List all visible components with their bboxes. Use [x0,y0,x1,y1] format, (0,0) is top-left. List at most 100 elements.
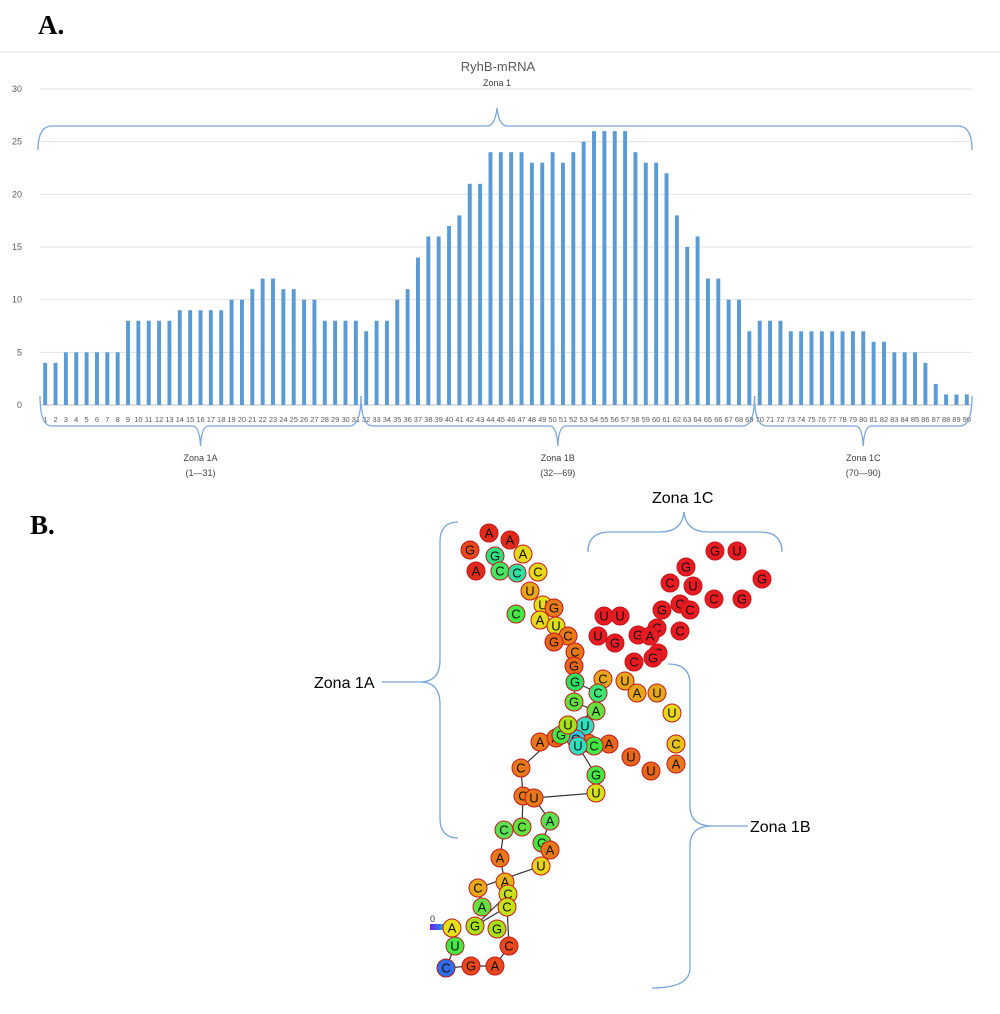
nucleotide-base: U [551,619,560,634]
nucleotide: G [652,600,672,620]
nucleotide: C [512,817,532,837]
nucleotide-circle [624,652,644,672]
nucleotide-base: U [626,750,635,765]
nucleotide-base: A [536,735,545,750]
nucleotide-circle [568,736,588,756]
bar [281,289,286,405]
bar [871,341,876,405]
nucleotide-base: U [620,674,629,689]
x-tick-label: 83 [890,415,898,424]
nucleotide-circle [472,897,492,917]
nucleotide: G [564,656,584,676]
x-tick-label: 22 [258,415,266,424]
nucleotide: U [568,736,588,756]
nucleotide-circle [487,919,507,939]
nucleotide-circle [500,530,520,550]
nucleotide: C [507,563,527,583]
nucleotide-circle [558,715,578,735]
x-tick-label: 79 [849,415,857,424]
x-tick-label: 86 [921,415,929,424]
bar [685,247,690,405]
nucleotide-base: C [504,939,513,954]
x-tick-label: 38 [424,415,432,424]
x-tick-label: 67 [724,415,732,424]
nucleotide-base: A [485,526,494,541]
x-tick-label: 46 [507,415,515,424]
nucleotide-circle [466,561,486,581]
nucleotide-circle [666,734,686,754]
bar [581,141,586,405]
nucleotide: C [584,736,604,756]
nucleotide-circle [497,897,517,917]
bar [426,236,431,405]
nucleotide: A [466,561,486,581]
nucleotide-circle [643,648,663,668]
nucleotide-base: U [599,609,608,624]
bar [633,152,638,405]
x-tick-label: 87 [932,415,940,424]
bar [198,310,203,405]
x-tick-label: 68 [735,415,743,424]
bracket-zona-1c [587,511,783,553]
x-tick-label: 35 [393,415,401,424]
bar [695,236,700,405]
nucleotide: A [485,956,505,976]
bar [167,320,172,405]
bar [602,131,607,405]
nucleotide-base: C [709,592,718,607]
grid-layer: 0 5 10 15 20 25 30 [12,84,972,410]
nucleotide-circle [752,569,772,589]
nucleotide-circle [511,758,531,778]
nucleotide: U [445,936,465,956]
x-tick-label: 12 [155,415,163,424]
nucleotide-base: U [593,629,602,644]
bar [364,331,369,405]
x-tick-label: 44 [486,415,494,424]
bar [84,352,89,405]
nucleotide-base: G [549,601,559,616]
nucleotide-circle [494,820,514,840]
nucleotide: U [575,716,595,736]
x-tick-label: 15 [186,415,194,424]
x-tick-label: 31 [352,415,360,424]
nucleotide-base: U [667,706,676,721]
nucleotide: C [490,561,510,581]
x-tick-label: 85 [911,415,919,424]
nucleotide-base: G [737,592,747,607]
bar [384,320,389,405]
nucleotide-base: A [633,686,642,701]
nucleotide-circle [540,811,560,831]
nucleotide-base: U [652,686,661,701]
x-tick-label: 55 [600,415,608,424]
nucleotide-base: G [549,635,559,650]
nucleotide: G [485,546,505,566]
zona-1-bracket [37,107,973,151]
nucleotide: C [660,573,680,593]
bar [923,362,928,405]
nucleotide-base: A [646,629,655,644]
nucleotide-circle [544,632,564,652]
x-tick-label: 13 [165,415,173,424]
color-scale-label: 0 [430,914,435,924]
x-tick-label: 9 [126,415,130,424]
nucleotide: A [490,848,510,868]
y-tick-label: 5 [17,347,22,357]
nucleotide: G [705,541,725,561]
x-tick-label: 74 [797,415,805,424]
x-tick-label: 6 [95,415,99,424]
nucleotide-base: G [757,572,767,587]
nucleotide-circle [670,621,690,641]
bracket-zona-1b [651,663,748,989]
nucleotide-base: G [633,628,643,643]
bar [571,152,576,405]
nucleotide: U [588,626,608,646]
nucleotide-circle [662,703,682,723]
nucleotide-circle [615,671,635,691]
bar [488,152,493,405]
nucleotide-circle [641,761,661,781]
nucleotide: C [528,562,548,582]
nucleotide-circle [627,683,647,703]
bar [913,352,918,405]
nucleotide-base: G [569,659,579,674]
bar [126,320,130,405]
